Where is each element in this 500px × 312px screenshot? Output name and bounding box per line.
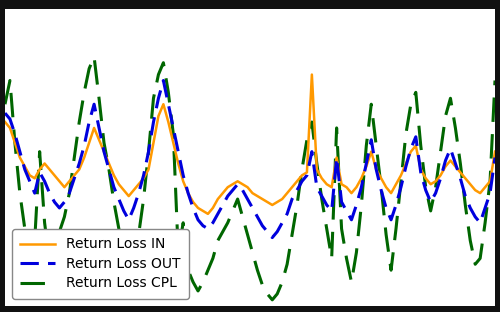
Return Loss OUT <box>492 156 498 159</box>
Line: Return Loss CPL: Return Loss CPL <box>5 57 495 300</box>
Return Loss CPL <box>304 138 310 142</box>
Return Loss OUT <box>2 111 8 115</box>
Line: Return Loss OUT: Return Loss OUT <box>5 80 495 238</box>
Return Loss OUT <box>304 173 310 177</box>
Return Loss OUT <box>270 236 276 240</box>
Return Loss OUT <box>462 194 468 198</box>
Return Loss CPL <box>101 141 107 144</box>
Return Loss CPL <box>270 298 276 302</box>
Return Loss OUT <box>96 126 102 130</box>
Return Loss CPL <box>462 203 468 207</box>
Return Loss IN <box>2 120 8 124</box>
Return Loss CPL <box>2 102 8 106</box>
Return Loss OUT <box>116 197 122 201</box>
Return Loss CPL <box>121 251 127 254</box>
Return Loss IN <box>477 191 483 195</box>
Return Loss IN <box>309 73 315 76</box>
Return Loss IN <box>116 182 122 186</box>
Return Loss OUT <box>477 221 483 225</box>
Return Loss IN <box>492 150 498 154</box>
Return Loss CPL <box>260 283 266 287</box>
Return Loss CPL <box>477 256 483 260</box>
Return Loss IN <box>205 212 211 216</box>
Return Loss IN <box>96 138 102 142</box>
Line: Return Loss IN: Return Loss IN <box>5 75 495 214</box>
Return Loss IN <box>462 177 468 180</box>
Return Loss CPL <box>91 55 97 59</box>
Legend: Return Loss IN, Return Loss OUT, Return Loss CPL: Return Loss IN, Return Loss OUT, Return … <box>12 229 189 299</box>
Return Loss IN <box>299 173 305 177</box>
Return Loss CPL <box>492 79 498 82</box>
Return Loss OUT <box>160 79 166 82</box>
Return Loss IN <box>260 197 266 201</box>
Return Loss OUT <box>260 224 266 228</box>
